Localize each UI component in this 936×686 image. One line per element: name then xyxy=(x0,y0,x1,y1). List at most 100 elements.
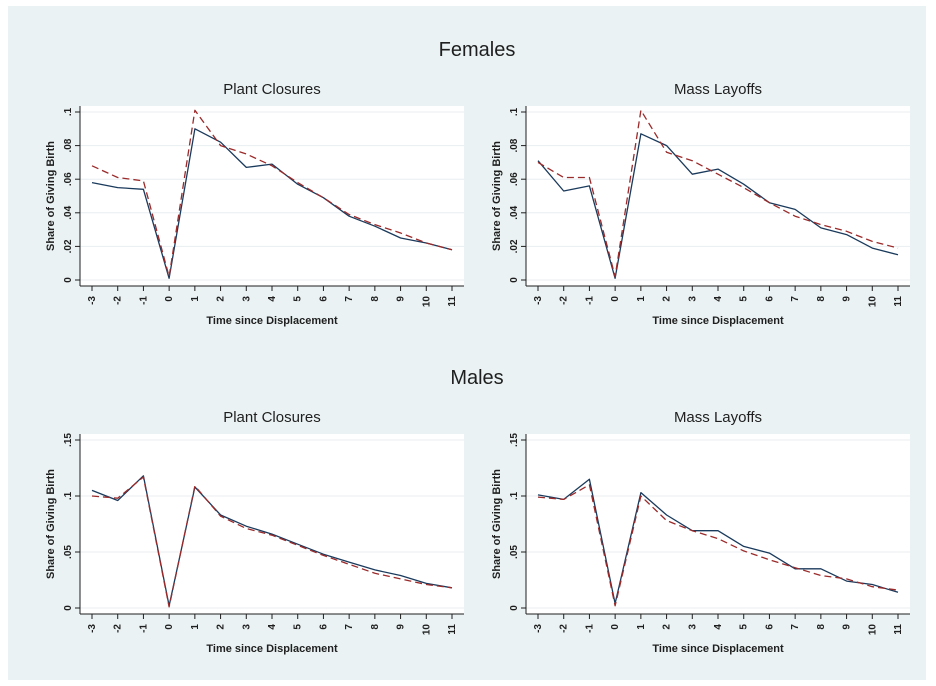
x-tick-label: 2 xyxy=(216,624,227,630)
x-tick-label: -2 xyxy=(113,624,124,633)
x-tick-label: 6 xyxy=(318,624,329,630)
y-axis-label: Share of Giving Birth xyxy=(491,141,503,251)
x-tick-label: -2 xyxy=(559,624,570,633)
x-tick-label: -1 xyxy=(138,296,149,305)
y-tick-label: .08 xyxy=(509,138,520,152)
x-tick-label: 6 xyxy=(764,624,775,630)
y-tick-label: .15 xyxy=(63,433,74,447)
y-axis-label: Share of Giving Birth xyxy=(45,469,57,579)
x-tick-label: 10 xyxy=(421,624,432,636)
x-tick-label: 4 xyxy=(267,296,278,302)
x-tick-label: 6 xyxy=(318,296,329,302)
x-tick-label: -1 xyxy=(138,624,149,633)
x-tick-label: 9 xyxy=(396,296,407,302)
plot-area xyxy=(80,106,464,286)
x-tick-label: 2 xyxy=(662,296,673,302)
chart-figure: Females Males 0 .02 .04 .06 .08 .1 -3 -2 -1 0 1 2 3 4… xyxy=(45,39,910,655)
x-tick-label: 8 xyxy=(370,624,381,630)
x-tick-label: 7 xyxy=(790,624,801,630)
series-line-1-males-mass-layoffs xyxy=(537,484,899,607)
y-tick-label: .06 xyxy=(63,172,74,186)
x-tick-label: 9 xyxy=(842,296,853,302)
x-tick-label: 3 xyxy=(687,296,698,302)
x-tick-label: 0 xyxy=(610,296,621,302)
x-axis-label: Time since Displacement xyxy=(206,315,338,327)
y-tick-label: .15 xyxy=(509,433,520,447)
x-tick-label: -3 xyxy=(533,296,544,305)
x-tick-label: -1 xyxy=(584,624,595,633)
x-tick-label: 10 xyxy=(867,624,878,636)
x-tick-label: 6 xyxy=(764,296,775,302)
plot-area xyxy=(526,434,910,614)
y-tick-label: .1 xyxy=(63,107,74,116)
x-tick-label: 0 xyxy=(164,624,175,630)
y-tick-label: .08 xyxy=(63,138,74,152)
x-tick-label: 8 xyxy=(816,296,827,302)
x-tick-label: 10 xyxy=(867,296,878,308)
x-tick-label: 10 xyxy=(421,296,432,308)
panel-title: Plant Closures xyxy=(223,409,321,426)
panel-males-mass-layoffs: 0 .05 .1 .15 -3 -2 -1 0 1 2 3 4 5 6 7 8 9 10 11 Mass Layoff… xyxy=(491,409,910,655)
panel-title: Mass Layoffs xyxy=(674,409,762,426)
x-tick-label: -3 xyxy=(87,624,98,633)
x-tick-label: 4 xyxy=(713,624,724,630)
panel-females-mass-layoffs: 0 .02 .04 .06 .08 .1 -3 -2 -1 0 1 2 3 4 5 6 7 8 9 10 11 Mass … xyxy=(491,81,910,327)
x-tick-label: 1 xyxy=(190,296,201,302)
section-title-males: Males xyxy=(450,367,503,389)
y-axis-label: Share of Giving Birth xyxy=(491,469,503,579)
panel-title: Mass Layoffs xyxy=(674,81,762,98)
x-tick-label: 5 xyxy=(293,624,304,630)
x-tick-label: -1 xyxy=(584,296,595,305)
x-tick-label: 8 xyxy=(816,624,827,630)
x-tick-label: 7 xyxy=(790,296,801,302)
x-tick-label: -2 xyxy=(559,296,570,305)
section-title-females: Females xyxy=(439,39,516,61)
y-axis-label: Share of Giving Birth xyxy=(45,141,57,251)
x-tick-label: 4 xyxy=(713,296,724,302)
y-tick-label: 0 xyxy=(63,277,74,283)
x-tick-label: -3 xyxy=(87,296,98,305)
x-tick-label: 11 xyxy=(893,624,904,635)
plot-area xyxy=(80,434,464,614)
x-tick-label: 1 xyxy=(636,624,647,630)
x-tick-label: 7 xyxy=(344,624,355,630)
y-tick-label: .05 xyxy=(63,545,74,559)
y-tick-label: .04 xyxy=(509,205,520,219)
series-line-1-females-mass-layoffs xyxy=(537,109,899,278)
y-tick-label: .02 xyxy=(63,239,74,253)
series-line-0-females-plant-closures xyxy=(91,128,453,279)
x-axis-label: Time since Displacement xyxy=(206,643,338,655)
x-tick-label: -2 xyxy=(113,296,124,305)
x-tick-label: 3 xyxy=(687,624,698,630)
x-tick-label: 2 xyxy=(662,624,673,630)
x-tick-label: 11 xyxy=(447,296,458,307)
figure-background: Females Males 0 .02 .04 .06 .08 .1 -3 -2 -1 0 1 2 3 4… xyxy=(8,6,926,680)
x-tick-label: 5 xyxy=(293,296,304,302)
x-tick-label: 3 xyxy=(241,624,252,630)
x-tick-label: 9 xyxy=(396,624,407,630)
y-tick-label: .06 xyxy=(509,172,520,186)
x-tick-label: 0 xyxy=(164,296,175,302)
series-line-1-females-plant-closures xyxy=(91,109,453,278)
series-line-0-females-mass-layoffs xyxy=(537,133,899,279)
y-tick-label: .1 xyxy=(509,491,520,500)
x-tick-label: 11 xyxy=(893,296,904,307)
x-tick-label: 9 xyxy=(842,624,853,630)
x-tick-label: 8 xyxy=(370,296,381,302)
y-tick-label: .1 xyxy=(63,491,74,500)
x-tick-label: 5 xyxy=(739,624,750,630)
x-tick-label: 0 xyxy=(610,624,621,630)
series-line-0-males-mass-layoffs xyxy=(537,478,899,605)
x-tick-label: 7 xyxy=(344,296,355,302)
x-tick-label: 11 xyxy=(447,624,458,635)
x-tick-label: 3 xyxy=(241,296,252,302)
x-tick-label: 4 xyxy=(267,624,278,630)
x-tick-label: 5 xyxy=(739,296,750,302)
y-tick-label: .1 xyxy=(509,107,520,116)
x-axis-label: Time since Displacement xyxy=(652,315,784,327)
series-line-1-males-plant-closures xyxy=(91,476,453,608)
x-tick-label: 1 xyxy=(636,296,647,302)
y-tick-label: .02 xyxy=(509,239,520,253)
y-tick-label: 0 xyxy=(63,605,74,611)
plot-area xyxy=(526,106,910,286)
